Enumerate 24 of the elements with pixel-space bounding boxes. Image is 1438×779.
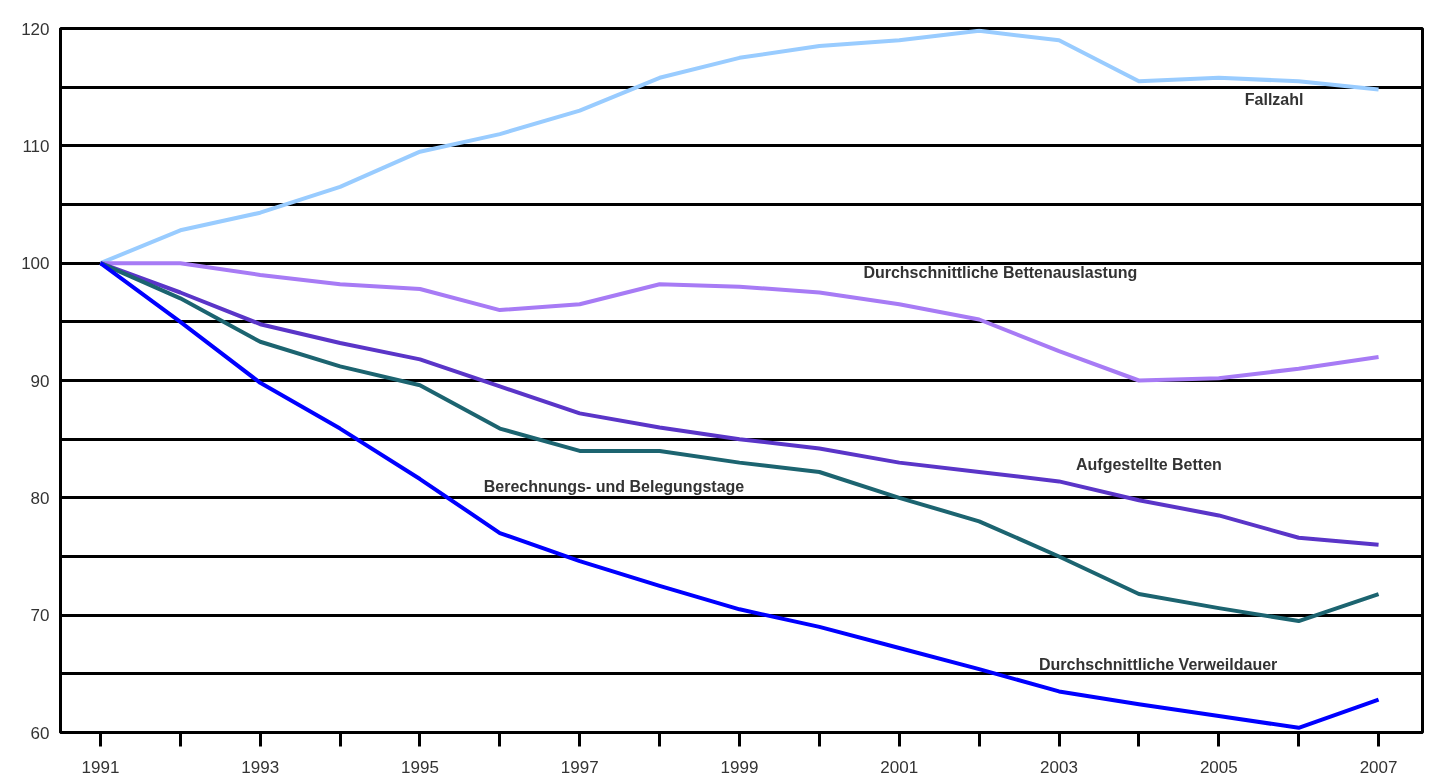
y-tick-label: 90 [30,371,50,391]
series-label: Fallzahl [1244,90,1304,108]
x-tick-label: 2003 [1040,757,1078,777]
y-tick-label: 120 [21,19,50,39]
series-label: Aufgestellte Betten [1076,456,1222,474]
x-tick-label: 1993 [241,757,280,777]
x-tick-label: 1991 [81,757,120,777]
y-tick-label: 100 [21,254,50,274]
x-tick-label: 2005 [1199,757,1238,777]
y-tick-label: 70 [30,606,50,626]
series-label: Berechnungs- und Belegungstage [483,477,745,495]
series-label: Durchschnittliche Verweildauer [1039,656,1278,674]
y-tick-label: 110 [22,136,50,156]
x-tick-label: 2001 [880,757,919,777]
line-series [98,261,1381,730]
line-series [98,261,1381,624]
y-tick-label: 80 [30,488,50,508]
y-tick-label: 60 [30,723,50,743]
x-tick-label: 1999 [720,757,759,777]
x-tick-label: 1997 [560,757,599,777]
x-tick-label: 2007 [1359,757,1398,777]
line-series [98,261,1381,383]
x-tick-label: 1995 [401,757,439,777]
series-label: Durchschnittliche Bettenauslastung [863,263,1138,281]
